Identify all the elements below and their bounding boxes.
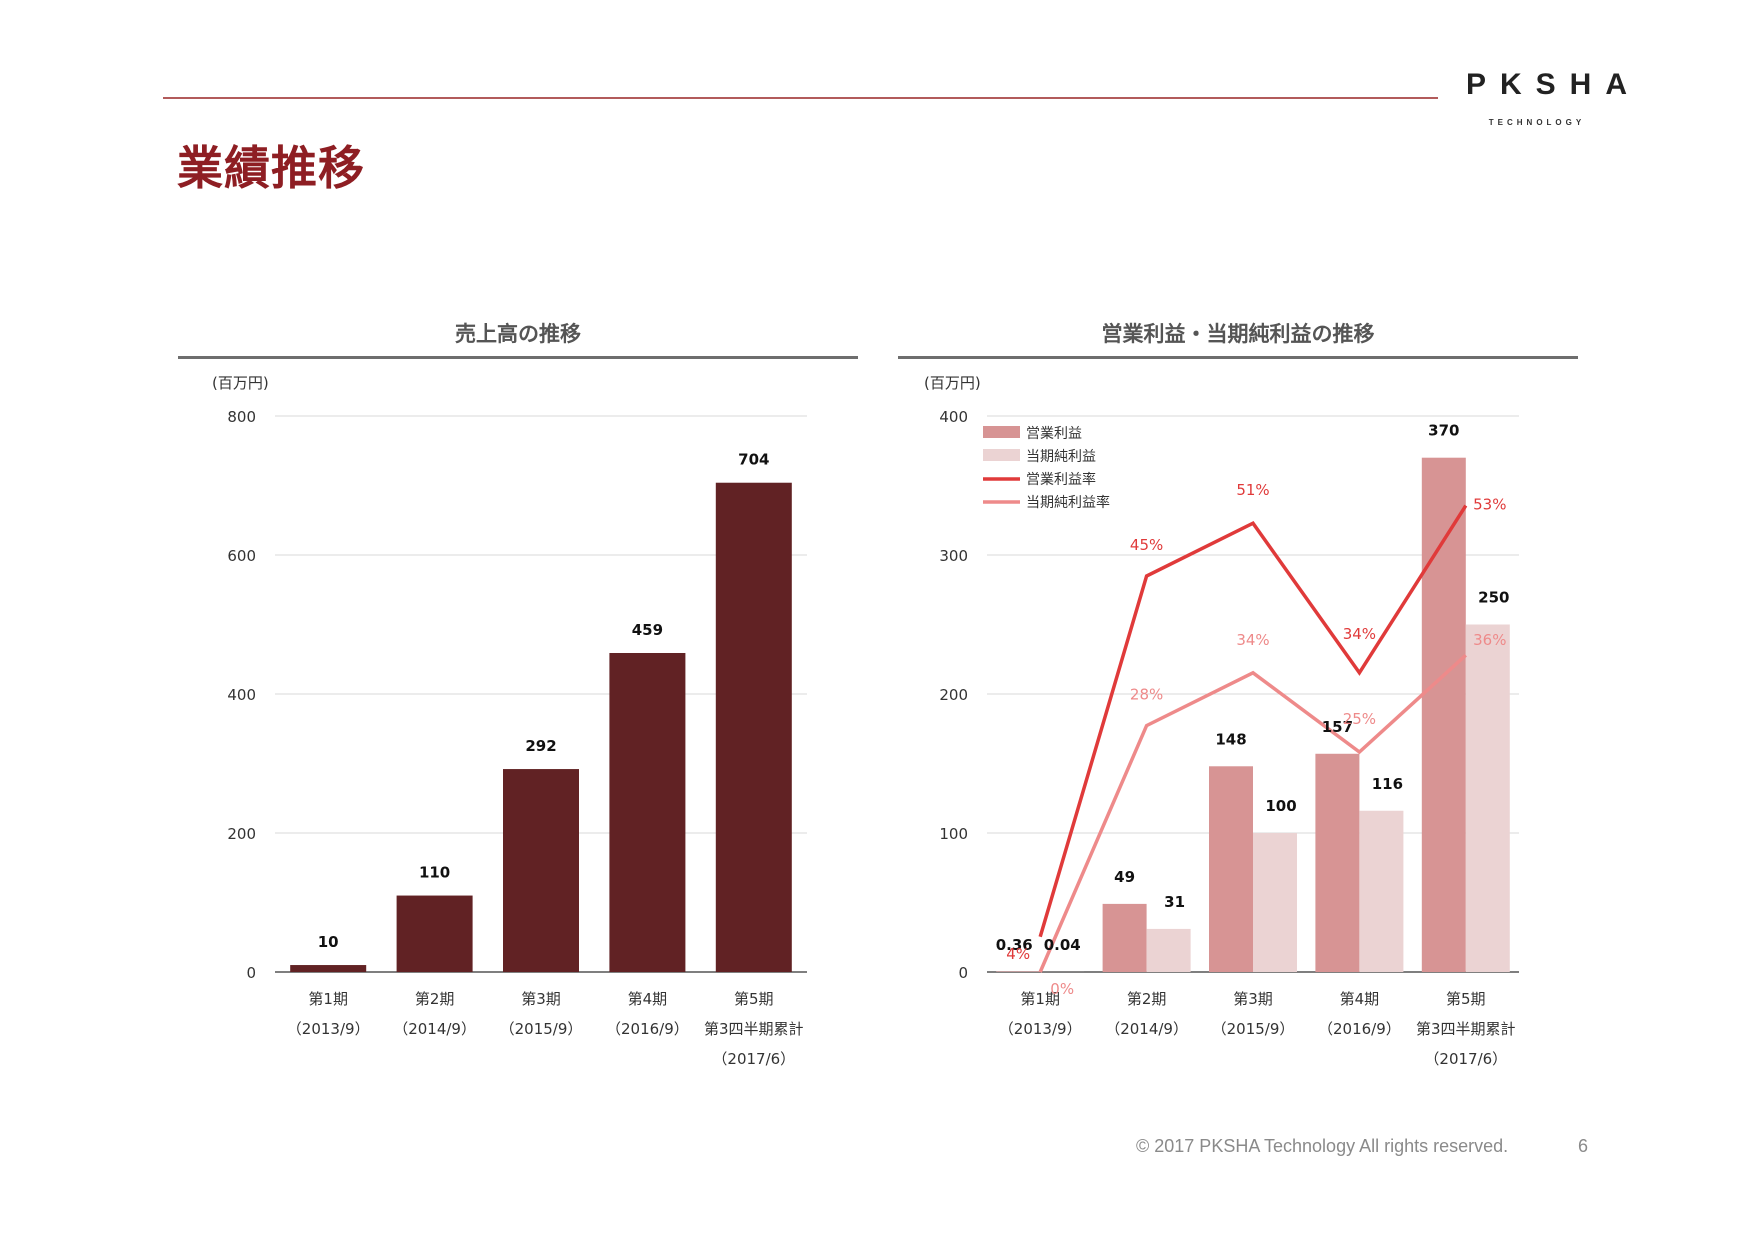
logo-wordmark: PKSHA xyxy=(1466,68,1642,101)
operating-profit-rate-label: 45% xyxy=(1130,536,1163,554)
profit-y-tick-label: 300 xyxy=(939,547,968,565)
operating-profit-rate-label: 53% xyxy=(1473,496,1506,514)
legend-operating-profit-label: 営業利益 xyxy=(1026,426,1082,442)
sales-x-tick-sublabel: （2015/9） xyxy=(500,1020,583,1038)
sales-x-tick-label: 第3期 xyxy=(521,990,561,1008)
operating-profit-bar xyxy=(1209,766,1253,972)
net-income-bar xyxy=(1146,928,1191,972)
net-income-rate-label: 34% xyxy=(1236,631,1269,649)
legend-operating-profit-rate-label: 営業利益率 xyxy=(1026,471,1096,488)
legend-net-income-rate-label: 当期純利益率 xyxy=(1026,494,1110,511)
profit-x-tick-label: 第1期 xyxy=(1020,990,1060,1008)
sales-bar xyxy=(290,965,367,972)
sales-x-tick-label: 第2期 xyxy=(415,990,455,1008)
operating-profit-data-label: 370 xyxy=(1428,422,1459,440)
operating-profit-data-label: 0.36 xyxy=(996,936,1033,954)
sales-x-tick-label: 第1期 xyxy=(308,990,348,1008)
operating-profit-bar xyxy=(1421,457,1466,972)
profit-y-tick-label: 0 xyxy=(958,964,968,982)
sales-bar xyxy=(609,652,686,972)
sales-y-tick-label: 200 xyxy=(227,825,256,843)
sales-y-unit-label: (百万円) xyxy=(212,374,269,392)
sales-bar xyxy=(503,769,579,972)
profit-x-tick-sublabel: （2016/9） xyxy=(1318,1020,1401,1038)
net-income-data-label: 0.04 xyxy=(1044,936,1081,954)
operating-profit-data-label: 49 xyxy=(1114,868,1135,886)
net-income-rate-label: 25% xyxy=(1343,710,1376,728)
operating-profit-rate-label: 34% xyxy=(1343,625,1376,643)
profit-x-tick-sublabel: （2013/9） xyxy=(999,1020,1082,1038)
sales-y-tick-label: 800 xyxy=(227,408,256,426)
page-title: 業績推移 xyxy=(177,141,365,195)
net-income-bar xyxy=(1253,833,1297,972)
profit-y-tick-label: 100 xyxy=(939,825,968,843)
profit-x-tick-sublabel: （2014/9） xyxy=(1105,1020,1188,1038)
sales-chart-title-rule xyxy=(178,356,858,359)
profit-x-tick-label: 第3期 xyxy=(1233,990,1273,1008)
sales-data-label: 704 xyxy=(738,451,769,469)
sales-y-tick-label: 400 xyxy=(227,686,256,704)
profit-x-tick-sublabel: （2015/9） xyxy=(1212,1020,1295,1038)
profit-x-tick-sublabel: 第3四半期累計 xyxy=(1416,1020,1516,1038)
sales-y-tick-label: 600 xyxy=(227,547,256,565)
sales-x-tick-sublabel: （2014/9） xyxy=(393,1020,476,1038)
page-number: 6 xyxy=(1578,1136,1589,1156)
sales-data-label: 110 xyxy=(419,864,450,882)
profit-x-tick-sublabel: （2017/6） xyxy=(1424,1050,1507,1068)
sales-data-label: 10 xyxy=(318,933,339,951)
net-income-rate-label: 0% xyxy=(1050,980,1074,998)
sales-x-tick-label: 第5期 xyxy=(734,990,774,1008)
net-income-rate-label: 36% xyxy=(1473,631,1506,649)
sales-x-tick-sublabel: （2017/6） xyxy=(712,1050,795,1068)
operating-profit-data-label: 148 xyxy=(1215,730,1246,748)
pksha-logo: PKSHA TECHNOLOGY xyxy=(1452,68,1627,130)
sales-data-label: 292 xyxy=(525,737,556,755)
net-income-rate-line xyxy=(1038,653,1467,973)
operating-profit-bar xyxy=(1315,753,1360,972)
operating-profit-rate-label: 51% xyxy=(1236,481,1269,499)
profit-y-tick-label: 400 xyxy=(939,408,968,426)
sales-chart-title: 売上高の推移 xyxy=(455,322,581,346)
sales-x-tick-sublabel: 第3四半期累計 xyxy=(704,1020,804,1038)
operating-profit-bar xyxy=(996,971,1041,972)
profit-x-tick-label: 第2期 xyxy=(1127,990,1167,1008)
sales-y-tick-label: 0 xyxy=(246,964,256,982)
sales-data-label: 459 xyxy=(632,621,663,639)
legend-net-income-label: 当期純利益 xyxy=(1026,449,1096,465)
profit-y-unit-label: (百万円) xyxy=(924,374,981,392)
net-income-data-label: 100 xyxy=(1265,797,1296,815)
net-income-rate-label: 28% xyxy=(1130,686,1163,704)
sales-bar xyxy=(396,895,473,972)
profit-y-tick-label: 200 xyxy=(939,686,968,704)
logo-subtitle: TECHNOLOGY xyxy=(1488,118,1586,127)
sales-x-tick-sublabel: （2013/9） xyxy=(287,1020,370,1038)
profit-x-tick-label: 第4期 xyxy=(1340,990,1380,1008)
net-income-data-label: 31 xyxy=(1164,893,1185,911)
net-income-data-label: 116 xyxy=(1372,775,1403,793)
copyright-footer: © 2017 PKSHA Technology All rights reser… xyxy=(1136,1136,1509,1156)
sales-x-tick-sublabel: （2016/9） xyxy=(606,1020,689,1038)
profit-x-tick-label: 第5期 xyxy=(1446,990,1486,1008)
legend-net-income-swatch xyxy=(983,449,1020,461)
operating-profit-data-label: 157 xyxy=(1322,718,1353,736)
net-income-data-label: 250 xyxy=(1478,589,1509,607)
sales-bar xyxy=(715,482,792,972)
profit-chart-title: 営業利益・当期純利益の推移 xyxy=(1101,322,1375,346)
legend-operating-profit-swatch xyxy=(983,426,1020,438)
profit-chart-title-rule xyxy=(898,356,1578,359)
operating-profit-rate-line xyxy=(1038,504,1468,938)
operating-profit-bar xyxy=(1102,903,1147,972)
net-income-bar xyxy=(1465,624,1510,972)
header-rule xyxy=(163,97,1438,99)
operating-profit-rate-label: 4% xyxy=(1006,945,1030,963)
sales-x-tick-label: 第4期 xyxy=(628,990,668,1008)
net-income-bar xyxy=(1359,810,1404,972)
